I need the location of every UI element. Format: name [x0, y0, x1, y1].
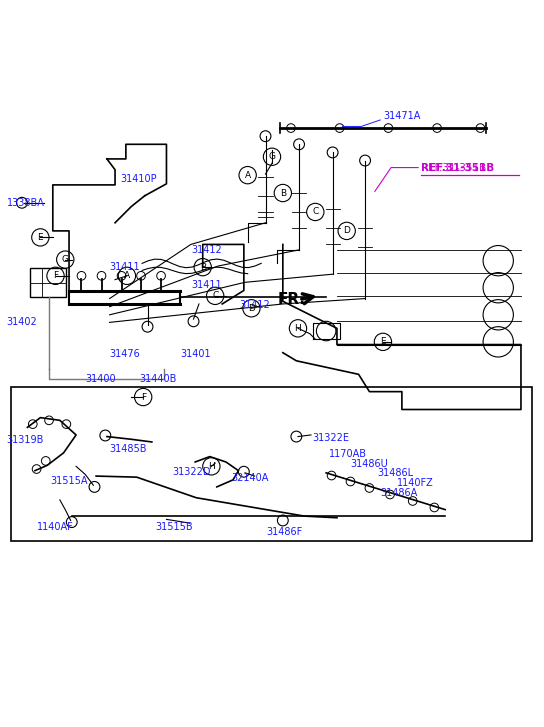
Text: 31486A: 31486A — [380, 489, 417, 499]
Text: 31322E: 31322E — [313, 433, 350, 443]
Circle shape — [77, 271, 86, 280]
Text: 31410P: 31410P — [120, 174, 157, 185]
Text: 1140FZ: 1140FZ — [397, 478, 433, 488]
Circle shape — [188, 316, 199, 326]
Text: 31412: 31412 — [239, 300, 270, 310]
Text: 31411: 31411 — [191, 280, 221, 290]
Text: 31411: 31411 — [110, 262, 140, 272]
Circle shape — [327, 147, 338, 158]
Circle shape — [45, 416, 53, 425]
Circle shape — [409, 497, 417, 505]
Circle shape — [89, 481, 100, 492]
Text: 31486F: 31486F — [267, 527, 303, 537]
Circle shape — [277, 515, 288, 526]
Text: B: B — [200, 262, 206, 272]
Circle shape — [294, 139, 305, 150]
Text: 1338BA: 1338BA — [7, 198, 45, 208]
Circle shape — [28, 419, 37, 428]
Text: 31515B: 31515B — [156, 522, 193, 532]
Text: REF.31-351B: REF.31-351B — [421, 163, 494, 172]
Circle shape — [32, 465, 41, 473]
Circle shape — [386, 490, 394, 499]
Text: 31515A: 31515A — [50, 476, 88, 486]
Circle shape — [66, 517, 77, 528]
Text: FR.: FR. — [277, 292, 305, 307]
Circle shape — [327, 471, 336, 480]
Circle shape — [62, 419, 71, 428]
Circle shape — [142, 321, 153, 332]
Circle shape — [260, 131, 271, 142]
Text: D: D — [343, 226, 350, 236]
Circle shape — [346, 477, 355, 486]
Text: D: D — [248, 304, 255, 313]
Text: 31476: 31476 — [110, 349, 140, 358]
Text: 31401: 31401 — [180, 349, 211, 358]
Circle shape — [335, 124, 344, 132]
Text: C: C — [212, 292, 218, 300]
Text: 31402: 31402 — [7, 318, 38, 327]
Text: 31471A: 31471A — [383, 111, 421, 121]
Circle shape — [291, 431, 302, 442]
Text: E: E — [38, 233, 43, 242]
Text: 31440B: 31440B — [139, 374, 177, 384]
Text: A: A — [124, 271, 130, 281]
Text: F: F — [53, 271, 58, 281]
Text: 1140AF: 1140AF — [36, 522, 73, 532]
Text: 31486L: 31486L — [378, 468, 413, 478]
Circle shape — [157, 271, 165, 280]
Circle shape — [476, 124, 485, 132]
Circle shape — [432, 124, 441, 132]
Text: H: H — [208, 462, 215, 471]
Text: C: C — [312, 207, 318, 217]
Circle shape — [238, 466, 249, 477]
Circle shape — [41, 457, 50, 465]
Circle shape — [137, 271, 145, 280]
Text: 31485B: 31485B — [110, 444, 147, 454]
Circle shape — [16, 197, 27, 208]
Text: F: F — [141, 393, 146, 401]
Circle shape — [100, 430, 111, 441]
Text: 31486U: 31486U — [350, 459, 388, 469]
Circle shape — [384, 124, 393, 132]
Text: 31319B: 31319B — [7, 435, 44, 446]
Circle shape — [117, 271, 126, 280]
Text: A: A — [245, 171, 251, 180]
Text: 31412: 31412 — [191, 245, 221, 255]
Text: 31400: 31400 — [85, 374, 116, 384]
Text: 32140A: 32140A — [231, 473, 269, 483]
Text: B: B — [280, 188, 286, 198]
Text: REF.31-351B: REF.31-351B — [421, 163, 486, 172]
Text: 31322D: 31322D — [172, 467, 211, 477]
Circle shape — [360, 155, 370, 166]
Text: E: E — [380, 337, 386, 346]
Circle shape — [287, 124, 295, 132]
Text: G: G — [269, 152, 275, 161]
Circle shape — [365, 483, 374, 492]
Circle shape — [97, 271, 106, 280]
Text: G: G — [62, 255, 69, 264]
Circle shape — [430, 503, 438, 512]
Text: 1170AB: 1170AB — [329, 449, 367, 459]
Text: H: H — [295, 324, 301, 333]
